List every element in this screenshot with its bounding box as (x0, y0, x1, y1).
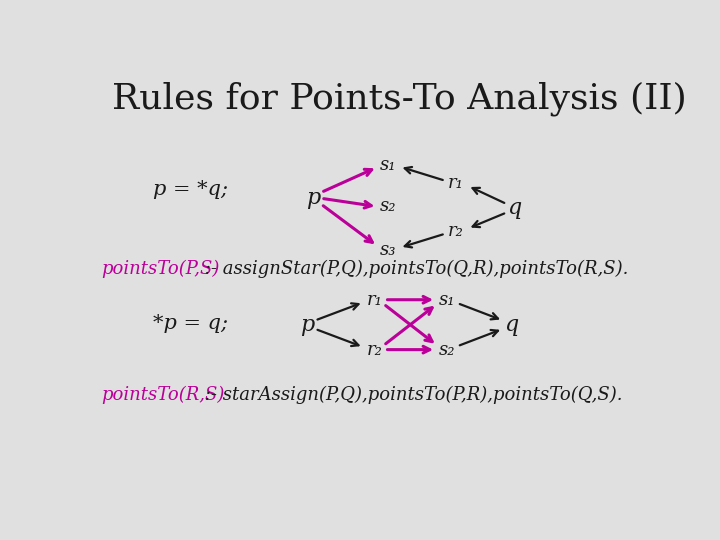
Text: *p = q;: *p = q; (153, 314, 228, 333)
Text: p = *q;: p = *q; (153, 180, 228, 199)
Text: r₂: r₂ (366, 341, 382, 359)
Text: Rules for Points-To Analysis (II): Rules for Points-To Analysis (II) (112, 82, 687, 116)
Text: :- assignStar(P,Q),pointsTo(Q,R),pointsTo(R,S).: :- assignStar(P,Q),pointsTo(Q,R),pointsT… (199, 259, 628, 278)
Text: p: p (300, 314, 315, 336)
Text: q: q (507, 197, 521, 219)
Text: r₁: r₁ (448, 174, 464, 192)
Text: s₁: s₁ (439, 291, 455, 309)
Text: :- starAssign(P,Q),pointsTo(P,R),pointsTo(Q,S).: :- starAssign(P,Q),pointsTo(P,R),pointsT… (199, 386, 622, 404)
Text: q: q (504, 314, 518, 336)
Text: p: p (306, 187, 320, 209)
Text: pointsTo(P,S): pointsTo(P,S) (101, 259, 220, 278)
Text: r₁: r₁ (366, 291, 382, 309)
Text: s₂: s₂ (380, 197, 397, 215)
Text: pointsTo(R,S): pointsTo(R,S) (101, 386, 225, 404)
Text: s₃: s₃ (380, 241, 397, 259)
Text: s₂: s₂ (439, 341, 455, 359)
Text: s₁: s₁ (380, 156, 397, 173)
Text: r₂: r₂ (448, 222, 464, 240)
